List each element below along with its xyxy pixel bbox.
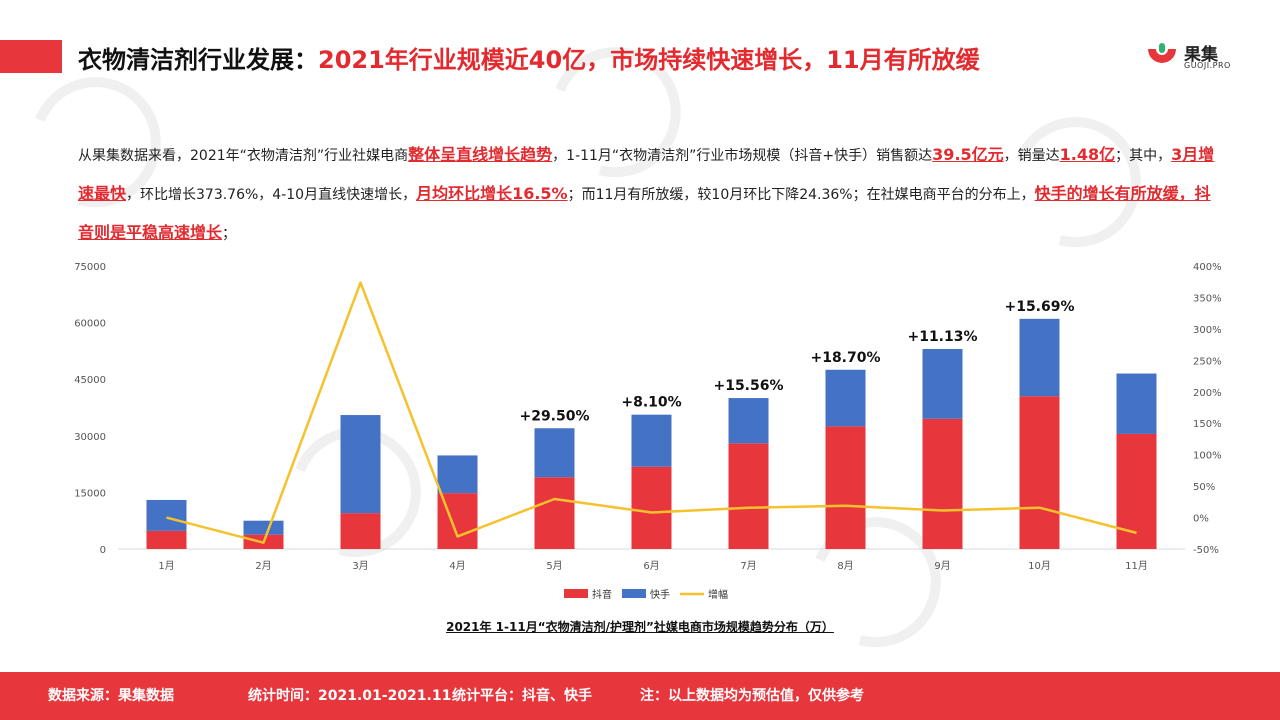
footer-period: 统计时间：2021.01-2021.11 [248,688,452,704]
bar-kuaishou [340,415,381,514]
y-left-tick-label: 60000 [74,319,106,330]
x-tick-label: 4月 [449,560,465,572]
bar-kuaishou [534,428,575,478]
paragraph-text: 从果集数据来看，2021年“衣物清洁剂”行业社媒电商 [78,148,409,164]
highlight-text: 1.48亿 [1059,145,1116,164]
logo-icon [1148,43,1176,63]
bar-douyin [631,466,672,549]
y-left-tick-label: 15000 [74,488,106,499]
legend-swatch-douyin [564,589,588,598]
bar-growth-label: +29.50% [519,408,589,424]
y-left-tick-label: 75000 [74,262,106,273]
bar-douyin [146,530,187,549]
legend-label-douyin: 抖音 [592,588,612,601]
x-tick-label: 2月 [255,560,271,572]
y-left-tick-label: 0 [100,545,106,556]
bar-kuaishou [728,398,769,444]
highlight-text: 39.5亿元 [932,145,1004,164]
x-tick-label: 8月 [837,560,853,572]
bar-douyin [1019,396,1060,549]
highlight-text: 3月增速最快 [78,145,1215,203]
x-tick-label: 11月 [1125,560,1148,572]
paragraph-text: ，1-11月“衣物清洁剂”行业市场规模（抖音+快手）销售额达 [552,148,933,164]
bar-kuaishou [146,499,187,531]
y-right-tick-label: 100% [1193,451,1222,462]
highlight-text: 快手的增长有所放缓，抖音则是平稳高速增长 [78,184,1211,242]
highlight-text: 月均环比增长16.5% [416,184,568,203]
x-tick-label: 7月 [740,560,756,572]
title-topic: 衣物清洁剂行业发展： [78,46,318,74]
bar-kuaishou [1019,318,1060,397]
y-right-tick-label: 50% [1193,482,1215,493]
y-right-tick-label: 300% [1193,325,1222,336]
footer-bar: 数据来源：果集数据 统计时间：2021.01-2021.11 统计平台：抖音、快… [0,672,1280,720]
summary-paragraph: 从果集数据来看，2021年“衣物清洁剂”行业社媒电商整体呈直线增长趋势，1-11… [78,136,1218,253]
paragraph-text: ；其中， [1115,148,1172,164]
y-right-tick-label: 350% [1193,293,1222,304]
x-tick-label: 9月 [934,560,950,572]
x-tick-label: 3月 [352,560,368,572]
y-left-tick-label: 30000 [74,432,106,443]
bar-growth-label: +15.69% [1004,299,1074,315]
x-tick-label: 5月 [546,560,562,572]
bar-douyin [534,477,575,549]
y-right-tick-label: 400% [1193,262,1222,273]
bar-douyin [340,513,381,549]
paragraph-text: ；而11月有所放缓，较10月环比下降24.36%；在社媒电商平台的分布上， [567,187,1035,203]
bar-douyin [825,426,866,549]
legend-swatch-kuaishou [622,589,646,598]
bar-douyin [922,418,963,549]
bar-growth-label: +15.56% [713,378,783,394]
chart-caption: 2021年 1-11月“衣物清洁剂/护理剂”社媒电商市场规模趋势分布（万） [446,620,834,634]
growth-line [166,281,1137,544]
logo-subtitle: GUOJI.PRO [1184,61,1231,70]
y-right-tick-label: -50% [1193,545,1219,556]
market-size-chart: 0 15000 30000 45000 60000 75000 -50% 0% 50% 100% 1… [74,262,1222,601]
page-title: 衣物清洁剂行业发展：2021年行业规模近40亿，市场持续快速增长，11月有所放缓 [78,42,980,78]
x-tick-label: 1月 [158,560,174,572]
bar-douyin [728,443,769,549]
paragraph-text: ，环比增长373.76%，4-10月直线快速增长， [126,187,417,203]
y-right-tick-label: 250% [1193,356,1222,367]
y-left-tick-label: 45000 [74,375,106,386]
brand-logo: 果集 GUOJI.PRO [1142,40,1252,74]
bar-kuaishou [631,414,672,467]
bar-kuaishou [1116,373,1157,434]
highlight-text: 整体呈直线增长趋势 [408,145,553,164]
y-right-tick-label: 0% [1193,514,1209,525]
bar-growth-label: +11.13% [907,329,977,345]
title-accent-bar [0,40,62,73]
paragraph-text: ，销量达 [1003,148,1060,164]
footer-platform: 统计平台：抖音、快手 [452,688,592,704]
footer-source: 数据来源：果集数据 [48,688,174,704]
bar-kuaishou [243,520,284,535]
x-tick-label: 10月 [1028,560,1051,572]
logo-name: 果集 [1184,45,1218,65]
x-tick-label: 6月 [643,560,659,572]
footer-note: 注：以上数据均为预估值，仅供参考 [640,688,864,704]
legend-label-kuaishou: 快手 [650,588,670,601]
y-right-tick-label: 150% [1193,419,1222,430]
bar-growth-label: +18.70% [810,350,880,366]
bar-kuaishou [437,455,478,494]
title-headline: 2021年行业规模近40亿，市场持续快速增长，11月有所放缓 [318,46,980,74]
y-right-tick-label: 200% [1193,388,1222,399]
bar-kuaishou [825,369,866,427]
bar-growth-label: +8.10% [621,395,681,411]
paragraph-text: ； [222,226,237,242]
bar-kuaishou [922,349,963,419]
legend-label-growth: 增幅 [708,588,728,601]
